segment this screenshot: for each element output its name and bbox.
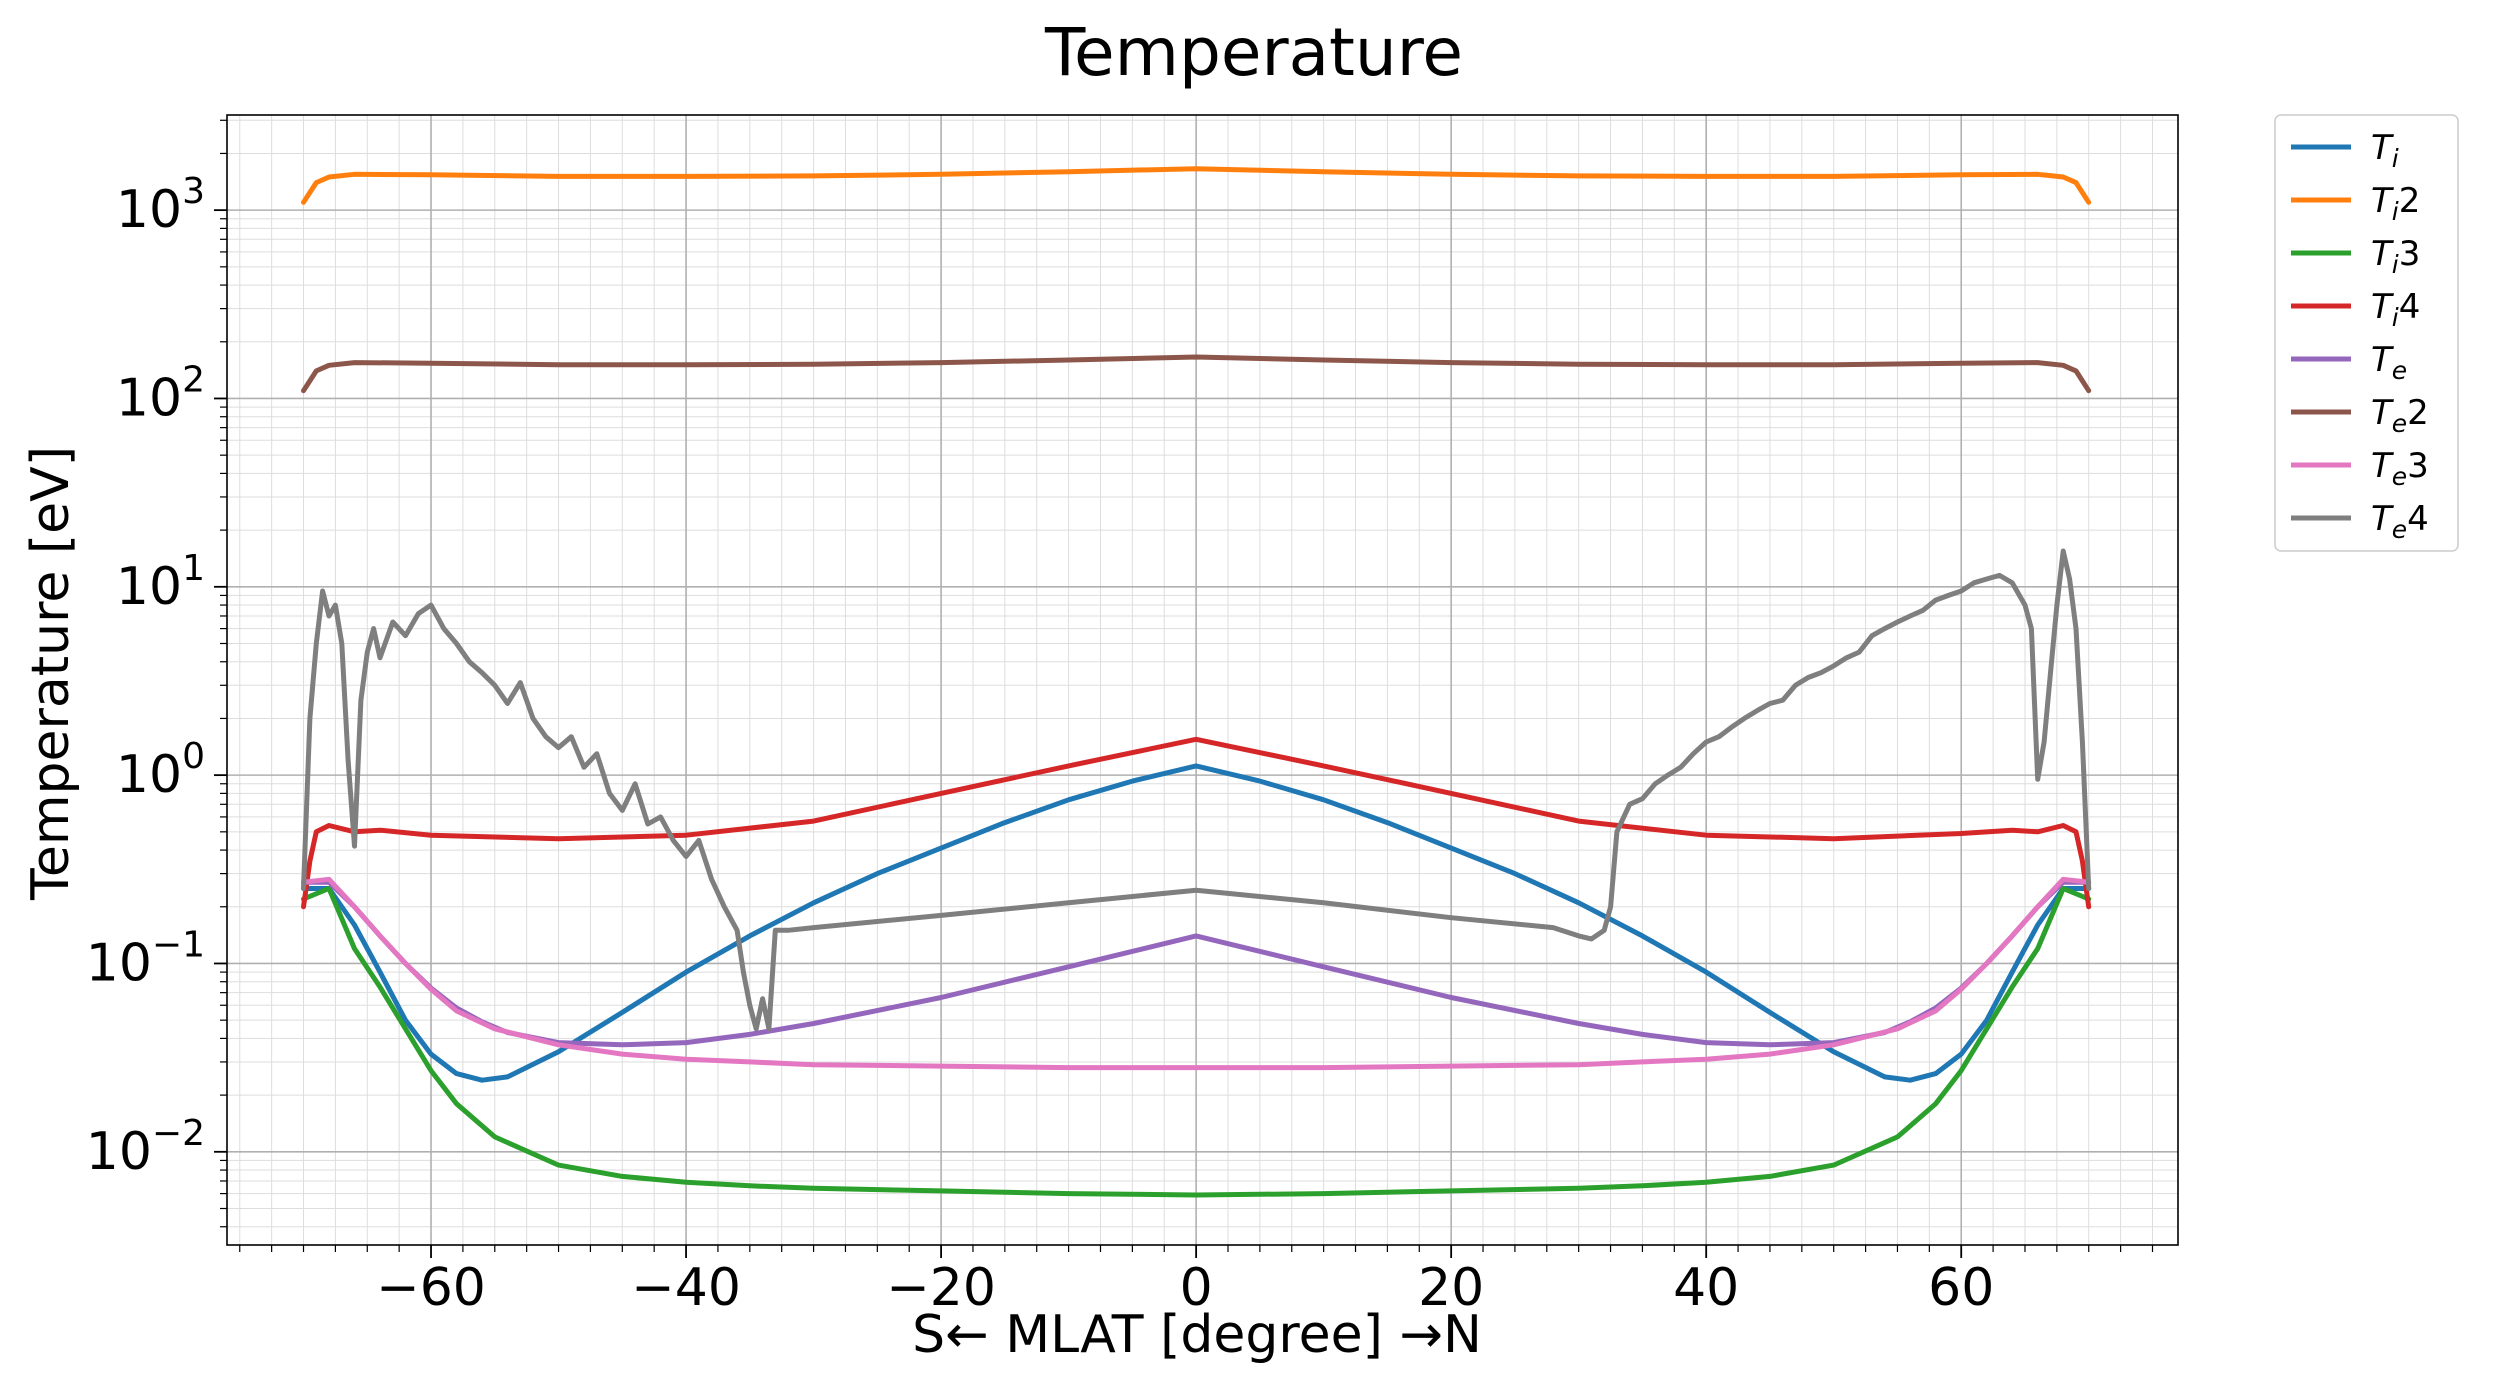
series-line-te4	[301, 548, 2092, 1032]
y-tick-label: 103	[116, 171, 205, 240]
series-line-te2	[301, 354, 2092, 394]
legend-label: Te2	[2371, 393, 2429, 438]
x-tick-label: 40	[1673, 1258, 1739, 1318]
series-line-ti3	[301, 886, 2092, 1198]
x-tick-label: −40	[631, 1258, 741, 1318]
chart-title: Temperature	[1044, 14, 1463, 91]
x-tick-label: −60	[376, 1258, 486, 1318]
series-line-te3	[301, 876, 2092, 1071]
y-tick-label: 102	[116, 359, 205, 428]
legend-label: Te	[2371, 340, 2407, 385]
axis-ticks: −60 −40 −20 0 20 40 60 10−2 10−1 100 101 102 103	[86, 119, 2154, 1318]
y-tick-label: 10−2	[86, 1113, 205, 1182]
legend-label: Ti	[2371, 128, 2399, 173]
plot-frame	[226, 114, 2179, 1246]
legend: Ti Ti2 Ti3 Ti4 Te Te2 Te3 Te4	[2274, 114, 2459, 552]
legend-label: Te4	[2371, 499, 2429, 544]
legend-label: Ti3	[2371, 234, 2420, 279]
series-line-ti	[301, 763, 2092, 1083]
y-tick-label: 10−1	[86, 924, 205, 993]
x-tick-label: 20	[1418, 1258, 1484, 1318]
x-tick-label: −20	[886, 1258, 996, 1318]
y-axis-label: Temperature [eV]	[21, 446, 81, 901]
y-tick-label: 100	[116, 736, 205, 805]
legend-label: Te3	[2371, 446, 2429, 491]
minor-gridlines	[227, 115, 2178, 1245]
x-axis-label: S← MLAT [degree] →N	[912, 1305, 1482, 1365]
legend-box	[2274, 114, 2459, 552]
series-line-ti2	[301, 166, 2092, 205]
series-layer	[301, 166, 2092, 1198]
legend-label: Ti4	[2371, 287, 2420, 332]
x-tick-label: 60	[1928, 1258, 1994, 1318]
legend-label: Ti2	[2371, 181, 2420, 226]
x-tick-label: 0	[1180, 1258, 1213, 1318]
y-tick-label: 101	[116, 548, 205, 617]
